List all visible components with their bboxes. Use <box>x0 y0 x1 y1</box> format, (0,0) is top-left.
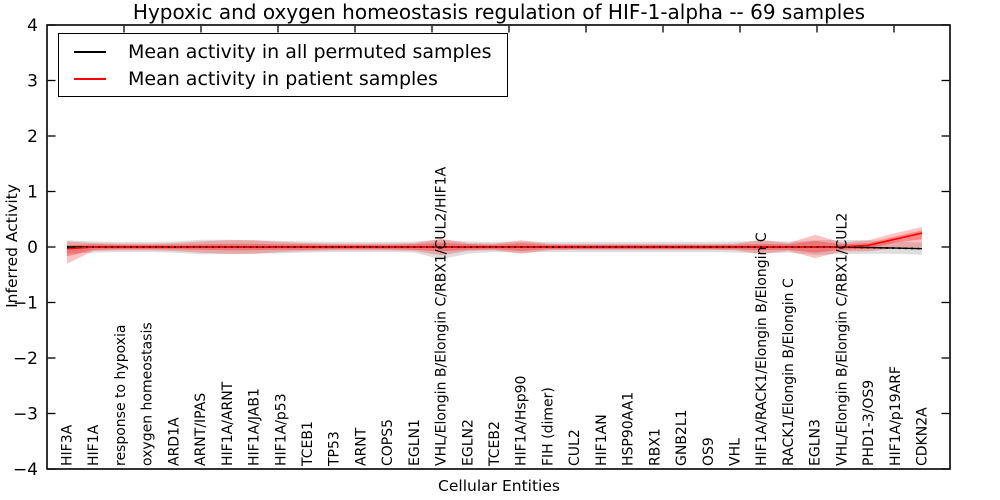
x-category-label: HIF1A/RACK1/Elongin B/Elongin C <box>754 232 770 466</box>
x-category-label: TP53 <box>327 431 343 467</box>
x-category-label: HIF3A <box>60 424 76 466</box>
legend-line-red-icon <box>74 77 106 80</box>
x-category-label: COPS5 <box>380 419 396 466</box>
x-category-label: RBX1 <box>647 428 663 466</box>
legend-label-permuted: Mean activity in all permuted samples <box>128 40 492 63</box>
x-category-label: TCEB2 <box>487 421 503 467</box>
x-category-label: HIF1A/Hsp90 <box>514 376 530 466</box>
y-tick-label: −1 <box>13 294 38 314</box>
x-category-label: EGLN1 <box>407 419 423 466</box>
legend-item-patient: Mean activity in patient samples <box>59 67 507 91</box>
x-category-label: HSP90AA1 <box>621 392 637 466</box>
x-category-label: CDKN2A <box>915 407 931 466</box>
x-category-label: EGLN3 <box>808 419 824 466</box>
x-category-label: EGLN2 <box>460 419 476 466</box>
x-category-label: FIH (dimer) <box>540 387 556 466</box>
legend-label-patient: Mean activity in patient samples <box>128 67 438 90</box>
y-tick-label: 0 <box>27 238 38 258</box>
x-category-label: HIF1A/p19ARF <box>888 366 904 466</box>
x-category-label: ARNT <box>353 427 369 466</box>
y-axis-label: Inferred Activity <box>3 184 21 308</box>
x-category-label: TCEB1 <box>300 421 316 467</box>
y-tick-label: 4 <box>27 16 38 36</box>
confidence-band-permuted <box>67 239 922 260</box>
x-category-label: VHL/Elongin B/Elongin C/RBX1/CUL2 <box>834 213 850 466</box>
y-tick-label: −4 <box>13 460 38 480</box>
x-category-label: CUL2 <box>567 429 583 466</box>
x-axis-label: Cellular Entities <box>438 477 560 495</box>
x-category-label: VHL/Elongin B/Elongin C/RBX1/CUL2/HIF1A <box>434 166 450 466</box>
line-permuted-mean-dotted-overlay <box>67 246 923 250</box>
confidence-band-patient-outer <box>67 227 922 264</box>
plot-border <box>46 24 951 470</box>
x-category-label: RACK1/Elongin B/Elongin C <box>781 278 797 466</box>
legend-item-permuted: Mean activity in all permuted samples <box>59 40 507 64</box>
y-tick-label: 2 <box>27 127 38 147</box>
y-tick-label: 1 <box>27 183 38 203</box>
x-category-label: response to hypoxia <box>113 325 129 466</box>
x-category-label: PHD1-3/OS9 <box>861 380 877 466</box>
x-category-label: VHL <box>728 438 744 466</box>
x-category-label: HIF1A/JAB1 <box>247 388 263 466</box>
x-category-label: oxygen homeostasis <box>140 322 156 466</box>
x-category-label: ARD1A <box>166 417 182 466</box>
x-category-label: HIF1A/ARNT <box>220 381 236 466</box>
x-category-label: ARNT/IPAS <box>193 393 209 466</box>
x-category-label: HIF1A/p53 <box>273 393 289 466</box>
x-category-label: GNB2L1 <box>674 409 690 466</box>
x-category-label: HIF1A <box>86 424 102 466</box>
legend: Mean activity in all permuted samples Me… <box>58 33 508 97</box>
x-category-label: OS9 <box>701 437 717 466</box>
chart-title: Hypoxic and oxygen homeostasis regulatio… <box>132 0 866 24</box>
y-tick-label: −3 <box>13 405 38 425</box>
x-category-label: HIF1AN <box>594 414 610 466</box>
y-tick-label: 3 <box>27 72 38 92</box>
y-tick-label: −2 <box>13 349 38 369</box>
legend-line-black-icon <box>74 50 106 53</box>
